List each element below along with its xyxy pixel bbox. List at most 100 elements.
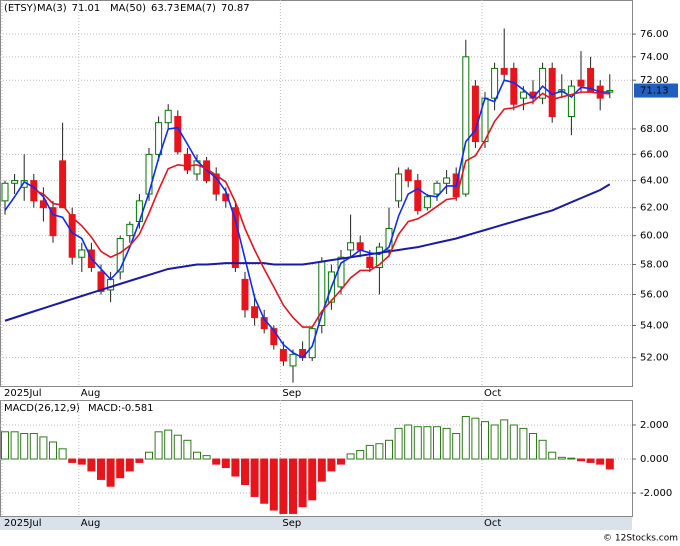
last-price-box — [634, 83, 678, 98]
candle-body — [49, 207, 57, 237]
macd-bar — [567, 457, 576, 460]
candle-body — [510, 67, 518, 105]
x-tick-label: 2025Jul — [4, 388, 42, 399]
macd-bar — [586, 458, 595, 463]
macd-bar — [289, 458, 297, 514]
macd-bar — [433, 426, 441, 460]
watermark: © 12Stocks.com — [603, 534, 678, 544]
y-tick-label: 2.000 — [640, 420, 669, 431]
y-tick-label: 64.00 — [640, 176, 669, 187]
x-tick-label: Oct — [484, 518, 501, 529]
candle-body — [433, 182, 441, 195]
candle-body — [241, 278, 249, 311]
macd-bar — [135, 458, 144, 463]
y-tick-label: 54.00 — [640, 320, 669, 331]
y-tick-label: 66.00 — [640, 149, 669, 160]
candle-body — [251, 306, 259, 319]
candle-body — [395, 173, 403, 202]
candle-body — [289, 353, 297, 367]
macd-bar — [250, 458, 259, 497]
x-tick-label: 2025Jul — [4, 518, 42, 529]
macd-bar — [58, 448, 67, 460]
macd-bar — [404, 424, 413, 460]
macd-bar — [423, 426, 432, 460]
candle-body — [212, 173, 220, 195]
candle-body — [39, 200, 47, 209]
y-tick-label: -2.000 — [640, 488, 672, 499]
x-tick-label: Aug — [81, 388, 101, 399]
candle-body — [135, 200, 143, 223]
candle-body — [97, 271, 105, 292]
x-tick-label: Sep — [282, 518, 301, 529]
x-tick-label: Sep — [282, 388, 301, 399]
macd-bar — [346, 453, 355, 460]
candle-body — [519, 91, 527, 99]
candle-body — [423, 196, 431, 209]
y-tick-label: 68.00 — [640, 124, 669, 135]
macd-bar — [1, 431, 9, 460]
macd-bar — [183, 439, 192, 460]
macd-bar — [596, 458, 605, 465]
y-tick-label: 0.000 — [640, 454, 669, 465]
macd-bar — [500, 419, 509, 460]
macd-bar — [385, 439, 393, 460]
macd-bar — [317, 458, 326, 482]
candle-body — [308, 328, 316, 359]
macd-bar — [241, 458, 249, 486]
candle-body — [404, 169, 412, 182]
macd-bar — [269, 458, 278, 511]
candle-body — [270, 328, 278, 346]
macd-bar — [538, 439, 547, 460]
macd-bar — [461, 415, 470, 460]
macd-bar — [49, 441, 57, 460]
macd-bar — [413, 426, 422, 460]
candle-body — [174, 115, 182, 153]
macd-bar — [308, 458, 317, 501]
macd-bar — [106, 458, 115, 487]
macd-bar — [20, 433, 29, 460]
macd-bar — [375, 443, 384, 460]
macd-bar — [519, 427, 528, 460]
legend-name: MA(3) — [37, 3, 67, 14]
macd-bar — [231, 458, 240, 477]
macd-bar — [29, 433, 38, 460]
legend-value: 71.01 — [72, 3, 101, 14]
indicator-line — [33, 91, 610, 328]
macd-bar — [173, 434, 182, 460]
macd-bar — [548, 451, 557, 460]
y-tick-label: 74.00 — [640, 52, 669, 63]
candle-body — [375, 246, 383, 268]
y-tick-label: 62.00 — [640, 203, 669, 214]
date-strip — [0, 517, 632, 530]
macd-bar — [212, 458, 221, 465]
macd-title: MACD(26,12,9) — [4, 403, 80, 414]
candle-body — [471, 85, 479, 143]
macd-value-prefix: MACD: — [88, 403, 121, 414]
candle-body — [462, 56, 470, 195]
macd-bar — [221, 458, 230, 469]
y-tick-label: 56.00 — [640, 289, 669, 300]
macd-bar — [471, 417, 480, 460]
macd-value: -0.581 — [121, 403, 153, 414]
chart-title: (ETSY) — [4, 3, 37, 14]
candle-body — [347, 242, 355, 251]
candle-body — [567, 85, 575, 117]
legend-name: MA(50) — [110, 3, 146, 14]
macd-bar — [365, 444, 374, 460]
last-price-label: 71.13 — [640, 86, 669, 97]
x-tick-label: Aug — [81, 518, 101, 529]
macd-bar — [145, 451, 153, 460]
y-tick-label: 60.00 — [640, 231, 669, 242]
y-tick-label: 76.00 — [640, 29, 669, 40]
candle-body — [222, 193, 230, 202]
candle-body — [500, 67, 508, 75]
macd-bar — [10, 431, 19, 460]
macd-bar — [298, 458, 307, 508]
y-tick-label: 72.00 — [640, 75, 669, 86]
candle-body — [279, 348, 287, 362]
macd-bar — [605, 458, 614, 470]
macd-bar — [97, 458, 105, 480]
candle-body — [356, 242, 364, 251]
candle-body — [1, 182, 9, 202]
macd-bar — [442, 427, 451, 460]
